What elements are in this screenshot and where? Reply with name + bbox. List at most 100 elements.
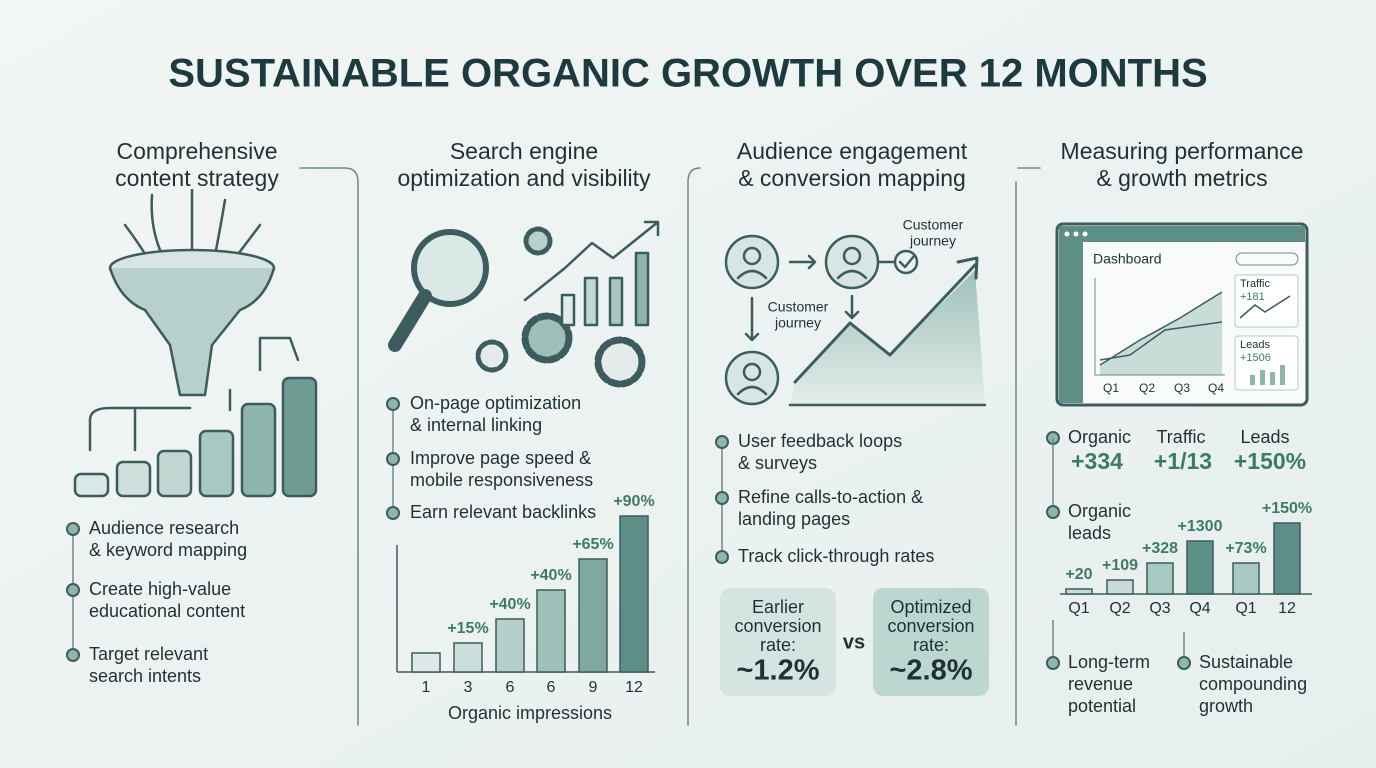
card-value: +1506 [1240,352,1271,364]
diagram-label: Customer [903,217,964,233]
bullet-text: Earn relevant backlinks [410,502,596,522]
dividers [299,167,1041,726]
column-heading: Comprehensive [116,138,277,164]
comparison-label: rate: [760,635,796,655]
column-heading: optimization and visibility [397,165,651,191]
column-heading: & conversion mapping [738,165,966,191]
bullet-dot [715,491,729,505]
bullet-dot [66,583,80,597]
x-tick-label: 1 [422,679,431,696]
column-heading: Search engine [450,138,598,164]
bullet-text: On-page optimization [410,393,581,413]
x-tick-label: Q3 [1149,600,1170,617]
x-tick-label: Q2 [1109,600,1130,617]
bar [495,618,525,673]
bullet-text: Target relevant [89,644,208,664]
bullet-dot [1177,656,1191,670]
bar [1106,579,1134,595]
bullet-text: & internal linking [410,415,542,435]
column-heading: content strategy [115,165,279,191]
bullet-dot [386,452,400,466]
journey-diagram [724,234,987,407]
comparison-box [720,588,836,696]
comparison-label: rate: [913,635,949,655]
chart-label: leads [1068,523,1111,543]
dashboard-quarter: Q2 [1139,381,1155,395]
bullet-text: search intents [89,666,201,686]
comparison-value: ~1.2% [736,655,819,687]
column-heading: Measuring performance [1061,138,1304,164]
bar [578,558,608,673]
bullet-text: Improve page speed & [410,448,591,468]
bar-label: +1300 [1178,518,1223,535]
x-tick-label: Q1 [1235,600,1256,617]
bar [411,652,441,673]
title: SUSTAINABLE ORGANIC GROWTH OVER 12 MONTH… [168,52,1207,96]
dashboard-quarter: Q1 [1103,381,1119,395]
comparison-label: Optimized [890,597,971,617]
bar-label: +40% [489,596,530,613]
diagram-label: journey [909,233,956,249]
column-heading: Audience engagement [737,138,968,164]
comparison-separator: vs [843,631,865,653]
bar-label: +15% [447,620,488,637]
dashboard [1055,222,1309,407]
coins-icon [73,376,318,498]
diagram-label: journey [774,315,821,331]
bar-label: +20 [1065,566,1092,583]
comparison-box [873,588,989,696]
bar [619,515,649,673]
bullet-text: & keyword mapping [89,540,247,560]
bullet-dot [66,648,80,662]
search-icon [388,220,660,388]
bullet-dot [66,522,80,536]
x-tick-label: 3 [464,679,473,696]
bullet-text: Create high-value [89,579,231,599]
bullet-dot [715,435,729,449]
x-axis-label: Organic impressions [448,703,612,723]
bullet-text: potential [1068,696,1136,716]
diagram-label: Customer [768,299,829,315]
bullet-text: Audience research [89,518,239,538]
bar-label: +109 [1102,557,1138,574]
bullet-dot [386,506,400,520]
metric-label: Organic [1068,427,1131,447]
bar-label: +65% [572,536,613,553]
x-tick-label: 9 [589,679,598,696]
x-tick-label: 12 [1278,600,1296,617]
bar [1232,562,1260,595]
card-value: +181 [1240,291,1265,303]
bar-label: +90% [613,493,654,510]
x-tick-label: 12 [625,679,643,696]
metric-label: Traffic [1156,427,1205,447]
chart-label: Organic [1068,501,1131,521]
bullet-text: landing pages [738,509,850,529]
bullet-dot [1046,505,1060,519]
bullet-text: & surveys [738,453,817,473]
dashboard-quarter: Q3 [1174,381,1190,395]
bar [1186,540,1214,595]
bar-label: +73% [1225,540,1266,557]
bullet-dot [715,550,729,564]
bar-label: +40% [530,567,571,584]
card-label: Leads [1240,339,1270,351]
x-tick-label: Q1 [1068,600,1089,617]
column-heading: & growth metrics [1096,165,1267,191]
dashboard-title: Dashboard [1093,251,1162,267]
card-label: Traffic [1240,278,1270,290]
metric-label: Leads [1240,427,1289,447]
bullet-dot [1046,656,1060,670]
comparison-value: ~2.8% [889,655,972,687]
x-tick-label: Q4 [1189,600,1210,617]
bullet-text: growth [1199,696,1253,716]
comparison-label: conversion [887,616,974,636]
x-tick-label: 6 [547,679,556,696]
bar [453,642,483,673]
bullet-text: educational content [89,601,245,621]
bullet-text: User feedback loops [738,431,902,451]
x-tick-label: 6 [506,679,515,696]
bullet-text: Sustainable [1199,652,1293,672]
bullet-text: mobile responsiveness [410,470,593,490]
bullet-text: compounding [1199,674,1307,694]
